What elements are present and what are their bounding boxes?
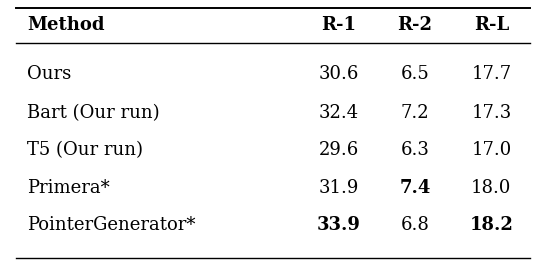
Text: Method: Method [27, 16, 105, 34]
Text: 18.0: 18.0 [471, 178, 512, 197]
Text: Primera*: Primera* [27, 178, 110, 197]
Text: PointerGenerator*: PointerGenerator* [27, 216, 196, 234]
Text: R-L: R-L [474, 16, 509, 34]
Text: Bart (Our run): Bart (Our run) [27, 104, 160, 122]
Text: 17.0: 17.0 [471, 141, 512, 159]
Text: 31.9: 31.9 [318, 178, 359, 197]
Text: R-1: R-1 [321, 16, 356, 34]
Text: 18.2: 18.2 [470, 216, 513, 234]
Text: T5 (Our run): T5 (Our run) [27, 141, 143, 159]
Text: 29.6: 29.6 [318, 141, 359, 159]
Text: 6.3: 6.3 [401, 141, 429, 159]
Text: 30.6: 30.6 [318, 65, 359, 84]
Text: 7.2: 7.2 [401, 104, 429, 122]
Text: Ours: Ours [27, 65, 72, 84]
Text: R-2: R-2 [397, 16, 432, 34]
Text: 7.4: 7.4 [399, 178, 431, 197]
Text: 32.4: 32.4 [318, 104, 359, 122]
Text: 6.8: 6.8 [401, 216, 429, 234]
Text: 6.5: 6.5 [401, 65, 429, 84]
Text: 17.7: 17.7 [471, 65, 512, 84]
Text: 17.3: 17.3 [471, 104, 512, 122]
Text: 33.9: 33.9 [317, 216, 360, 234]
